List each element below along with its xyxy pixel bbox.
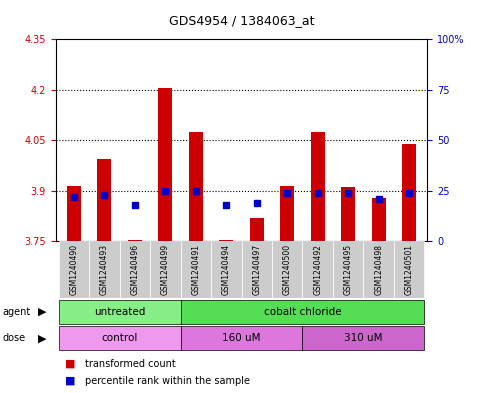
Text: GDS4954 / 1384063_at: GDS4954 / 1384063_at	[169, 14, 314, 27]
Bar	[150, 241, 181, 298]
Bar	[189, 132, 203, 241]
Bar	[211, 241, 242, 298]
Text: transformed count: transformed count	[85, 359, 175, 369]
Text: ■: ■	[65, 376, 76, 386]
Bar	[58, 241, 89, 298]
Text: GSM1240490: GSM1240490	[70, 244, 78, 296]
Bar	[341, 187, 355, 241]
Bar	[181, 241, 211, 298]
Bar	[302, 326, 425, 351]
Text: untreated: untreated	[94, 307, 145, 317]
Text: agent: agent	[2, 307, 30, 317]
Bar	[181, 326, 302, 351]
Text: GSM1240500: GSM1240500	[283, 244, 292, 296]
Text: 160 uM: 160 uM	[222, 333, 261, 343]
Bar	[158, 88, 172, 241]
Text: GSM1240493: GSM1240493	[100, 244, 109, 296]
Text: GSM1240498: GSM1240498	[374, 244, 383, 295]
Bar	[98, 159, 111, 241]
Bar	[128, 240, 142, 241]
Text: GSM1240499: GSM1240499	[161, 244, 170, 296]
Bar	[311, 132, 325, 241]
Text: GSM1240501: GSM1240501	[405, 244, 413, 295]
Bar	[394, 241, 425, 298]
Bar	[120, 241, 150, 298]
Text: GSM1240495: GSM1240495	[344, 244, 353, 296]
Bar	[219, 240, 233, 241]
Bar	[333, 241, 363, 298]
Bar	[250, 218, 264, 241]
Text: dose: dose	[2, 333, 26, 343]
Text: GSM1240497: GSM1240497	[252, 244, 261, 296]
Bar	[363, 241, 394, 298]
Bar	[242, 241, 272, 298]
Bar	[280, 186, 294, 241]
Bar	[372, 198, 385, 241]
Text: control: control	[101, 333, 138, 343]
Bar	[402, 144, 416, 241]
Text: ▶: ▶	[38, 333, 47, 343]
Text: ▶: ▶	[38, 307, 47, 317]
Text: GSM1240492: GSM1240492	[313, 244, 322, 295]
Bar	[89, 241, 120, 298]
Text: cobalt chloride: cobalt chloride	[264, 307, 341, 317]
Text: GSM1240496: GSM1240496	[130, 244, 139, 296]
Text: percentile rank within the sample: percentile rank within the sample	[85, 376, 250, 386]
Text: ■: ■	[65, 359, 76, 369]
Bar	[302, 241, 333, 298]
Text: 310 uM: 310 uM	[344, 333, 383, 343]
Bar	[58, 326, 181, 351]
Text: GSM1240491: GSM1240491	[191, 244, 200, 295]
Text: GSM1240494: GSM1240494	[222, 244, 231, 296]
Bar	[272, 241, 302, 298]
Bar	[58, 299, 181, 324]
Bar	[181, 299, 425, 324]
Bar	[67, 186, 81, 241]
